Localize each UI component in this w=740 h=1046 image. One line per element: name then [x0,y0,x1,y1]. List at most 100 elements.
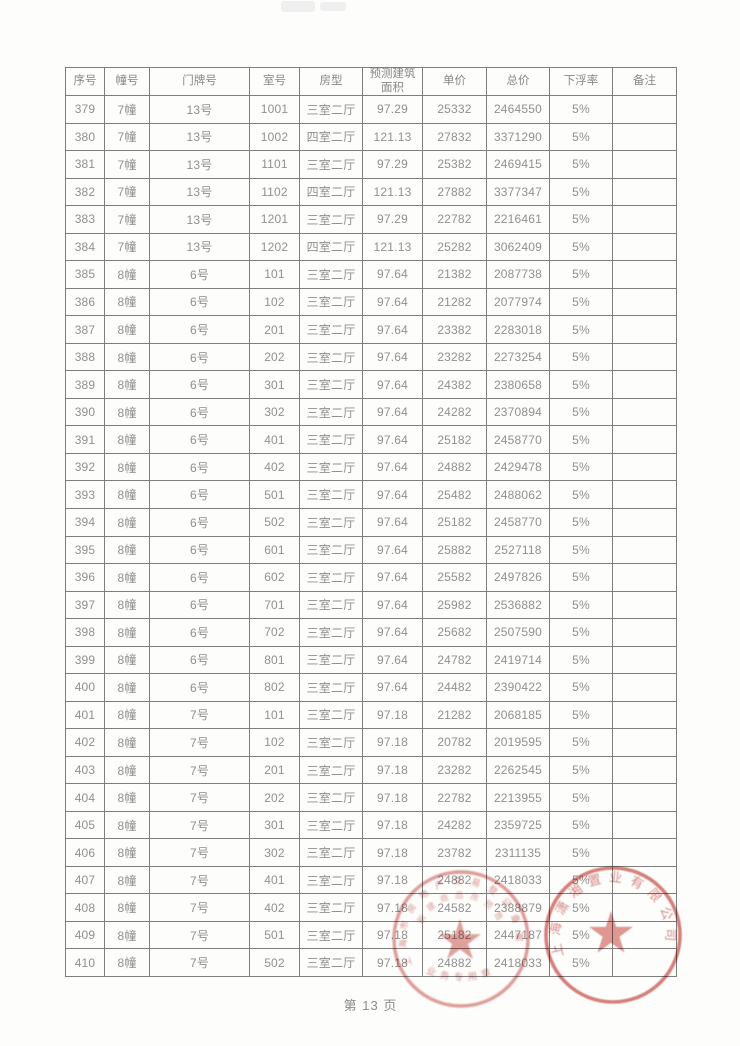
table-cell: 5% [549,948,613,977]
table-cell: 401 [65,700,105,730]
table-cell: 25982 [422,590,487,620]
table-cell: 2464550 [486,95,550,124]
table-cell: 403 [65,755,105,785]
table-cell: 7幢 [104,232,150,262]
table-cell: 5% [549,425,613,454]
housing-price-table: 序号 幢号 门牌号 室号 房型 预测建筑面积 单价 总价 下浮率 备注 379 7幢 13号 1001 三… [65,67,677,977]
table-cell: 7号 [149,728,250,757]
table-cell: 97.64 [362,370,423,399]
table-cell: 102 [249,287,300,317]
table-cell: 8幢 [104,370,150,399]
table-cell [612,783,677,812]
table-cell: 2527118 [486,535,550,565]
table-cell: 384 [65,232,105,262]
table-cell: 5% [549,700,613,730]
table-cell: 97.18 [362,948,423,977]
table-cell: 7号 [149,810,250,840]
table-cell: 2077974 [486,287,550,317]
header-cell: 幢号 [104,67,150,96]
table-cell: 8幢 [104,618,150,647]
table-cell: 8幢 [104,673,150,702]
table-cell: 13号 [149,232,250,262]
table-cell: 2216461 [486,205,550,234]
table-cell: 7号 [149,755,250,785]
table-cell: 5% [549,783,613,812]
table-cell: 25682 [422,618,487,647]
table-cell: 6号 [149,673,250,702]
table-cell: 405 [65,810,105,840]
table-cell: 97.64 [362,315,423,344]
table-cell: 386 [65,287,105,317]
table-cell: 397 [65,590,105,620]
table-cell: 2458770 [486,507,550,537]
table-cell [612,232,677,262]
table-cell: 1101 [249,150,300,179]
table-cell: 7号 [149,893,250,922]
table-cell: 3062409 [486,232,550,262]
table-cell: 8幢 [104,342,150,372]
table-cell [612,728,677,757]
table-cell: 三室二厅 [299,205,363,234]
table-row: 398 8幢 6号 702 三室二厅 97.64 25682 2507590 5% [65,618,677,647]
table-cell: 5% [549,590,613,620]
table-cell: 8幢 [104,397,150,427]
table-cell [612,95,677,124]
table-cell: 97.18 [362,728,423,757]
table-cell: 7幢 [104,95,150,124]
table-cell: 97.29 [362,150,423,179]
table-row: 400 8幢 6号 802 三室二厅 97.64 24482 2390422 5% [65,673,677,702]
table-cell: 四室二厅 [299,232,363,262]
table-cell: 396 [65,563,105,592]
table-cell: 8幢 [104,425,150,454]
table-row: 396 8幢 6号 602 三室二厅 97.64 25582 2497826 5% [65,563,677,592]
table-cell: 三室二厅 [299,590,363,620]
table-cell: 三室二厅 [299,755,363,785]
table-cell: 383 [65,205,105,234]
table-cell: 6号 [149,370,250,399]
table-cell: 2273254 [486,342,550,372]
table-cell: 97.64 [362,397,423,427]
table-cell: 8幢 [104,810,150,840]
table-cell [612,480,677,509]
table-cell: 8幢 [104,287,150,317]
table-cell [612,370,677,399]
table-cell: 三室二厅 [299,810,363,840]
table-cell: 3371290 [486,122,550,152]
table-row: 390 8幢 6号 302 三室二厅 97.64 24282 2370894 5% [65,397,677,427]
table-cell: 5% [549,618,613,647]
table-cell: 7号 [149,865,250,895]
table-cell: 7幢 [104,205,150,234]
table-cell [612,590,677,620]
table-cell: 202 [249,783,300,812]
table-cell: 502 [249,507,300,537]
table-cell: 388 [65,342,105,372]
table-cell [612,260,677,289]
table-header-row: 序号 幢号 门牌号 室号 房型 预测建筑面积 单价 总价 下浮率 备注 [65,67,677,96]
table-cell: 381 [65,150,105,179]
table-cell: 8幢 [104,315,150,344]
table-cell: 97.18 [362,893,423,922]
table-cell: 27882 [422,177,487,207]
table-cell: 97.64 [362,342,423,372]
table-cell: 2418033 [486,865,550,895]
table-cell: 24882 [422,452,487,482]
table-cell: 25182 [422,507,487,537]
table-cell: 8幢 [104,728,150,757]
table-cell [612,865,677,895]
table-cell: 2370894 [486,397,550,427]
table-cell: 201 [249,755,300,785]
table-row: 409 8幢 7号 501 三室二厅 97.18 25182 2447187 5% [65,920,677,950]
table-cell [612,397,677,427]
table-cell: 97.18 [362,810,423,840]
table-cell: 387 [65,315,105,344]
table-cell: 5% [549,452,613,482]
table-row: 382 7幢 13号 1102 四室二厅 121.13 27882 3377347 5% [65,177,677,207]
table-cell: 三室二厅 [299,95,363,124]
table-cell: 121.13 [362,232,423,262]
table-cell: 385 [65,260,105,289]
table-cell: 8幢 [104,838,150,867]
table-cell: 702 [249,618,300,647]
table-cell: 97.29 [362,95,423,124]
table-cell: 5% [549,315,613,344]
table-cell: 三室二厅 [299,920,363,950]
